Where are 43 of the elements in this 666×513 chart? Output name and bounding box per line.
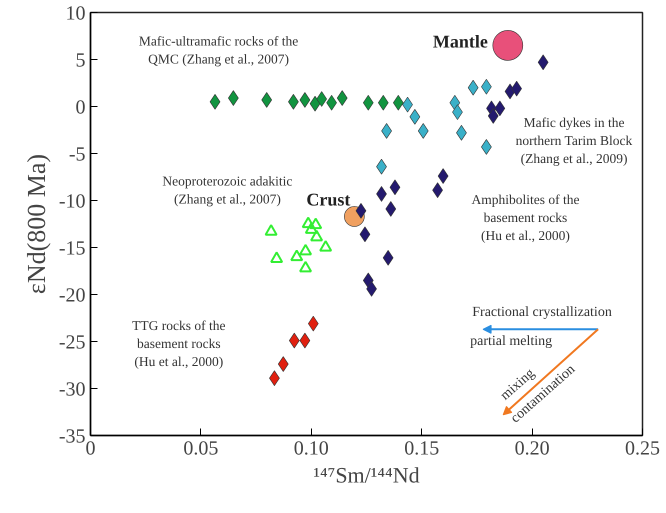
- annotation: partial melting: [470, 334, 552, 349]
- annotation: Neoproterozoic adakitic (Zhang et al., 2007): [162, 174, 292, 207]
- point: [304, 222, 318, 234]
- y-tick-label: -10: [58, 190, 86, 212]
- x-axis-title: ¹⁴⁷Sm/¹⁴⁴Nd: [313, 462, 420, 488]
- series-label: Mantle: [432, 31, 488, 52]
- annotation: Fractional crystallization: [472, 304, 612, 320]
- y-tick-label: -15: [58, 238, 86, 260]
- x-tick-label: 0.20: [514, 438, 550, 460]
- y-tick-label: 5: [76, 50, 86, 72]
- y-axis-title: εNd(800 Ma): [22, 154, 51, 294]
- point: [302, 216, 315, 228]
- annotation: Amphibolites of the basement rocks (Hu et al., 2000): [471, 192, 580, 243]
- point: [418, 123, 429, 139]
- point: [319, 240, 332, 252]
- y-tick-label: -25: [58, 332, 86, 354]
- y-tick-label: 0: [76, 96, 86, 118]
- x-tick-label: 0.25: [625, 438, 660, 460]
- point: [488, 108, 499, 124]
- annotation: Mafic-ultramafic rocks of the QMC (Zhang et al., 2007): [138, 34, 298, 67]
- point: [308, 316, 319, 332]
- point: [270, 251, 284, 263]
- y-tick-label: -5: [68, 144, 86, 166]
- point: [336, 90, 348, 106]
- point: [492, 30, 524, 61]
- point: [264, 224, 278, 236]
- series-label: Crust: [306, 189, 350, 210]
- point: [385, 201, 396, 217]
- point: [278, 356, 289, 372]
- y-tick-label: 10: [66, 2, 86, 24]
- point: [290, 250, 304, 262]
- annotation: Mafic dykes in the northern Tarim Block (Zhang et al., 2009): [516, 114, 632, 166]
- annotation: TTG rocks of the basement rocks (Hu et al., 2000): [132, 318, 226, 369]
- x-tick-label: 0.05: [183, 438, 218, 460]
- y-tick-label: -20: [58, 284, 86, 306]
- point: [309, 218, 322, 230]
- point: [299, 260, 312, 272]
- x-tick-label: 0.10: [294, 438, 329, 460]
- point: [299, 244, 312, 256]
- y-tick-label: -30: [58, 378, 86, 400]
- x-tick-label: 0.15: [404, 438, 440, 460]
- point: [310, 230, 324, 242]
- y-tick-label: -35: [58, 426, 86, 448]
